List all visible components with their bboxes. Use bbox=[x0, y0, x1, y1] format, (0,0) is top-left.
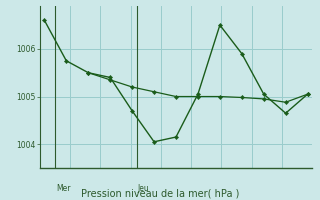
Text: Pression niveau de la mer( hPa ): Pression niveau de la mer( hPa ) bbox=[81, 188, 239, 198]
Text: Jeu: Jeu bbox=[138, 184, 149, 193]
Text: Mer: Mer bbox=[56, 184, 71, 193]
